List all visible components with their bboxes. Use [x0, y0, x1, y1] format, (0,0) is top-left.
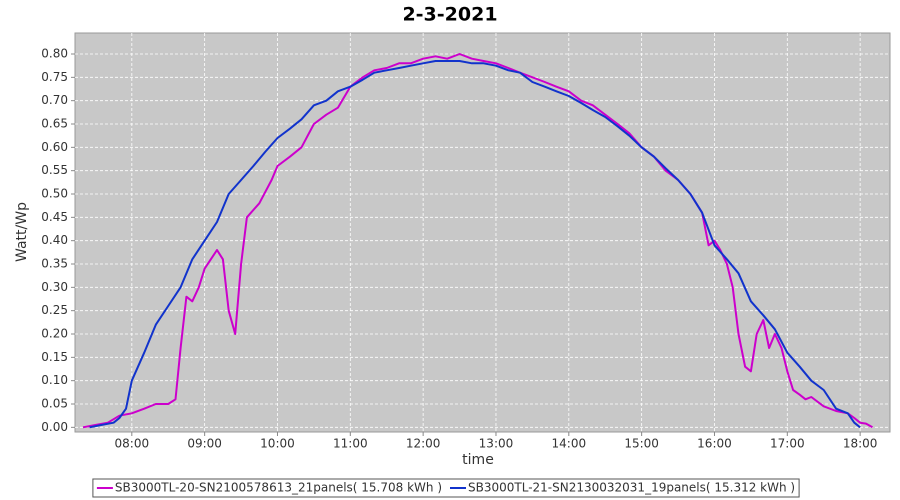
- x-axis-label: time: [462, 452, 494, 468]
- x-tick-label: 12:00: [406, 437, 441, 451]
- x-tick-label: 17:00: [770, 437, 805, 451]
- y-tick-label: 0.40: [41, 233, 68, 247]
- y-tick-label: 0.65: [41, 117, 68, 131]
- y-tick-label: 0.75: [41, 70, 68, 84]
- y-tick-label: 0.25: [41, 303, 68, 317]
- series-line: [82, 53, 873, 429]
- y-tick-label: 0.10: [41, 373, 68, 387]
- chart-title: 2-3-2021: [402, 4, 497, 26]
- y-tick-label: 0.55: [41, 163, 68, 177]
- y-tick-label: 0.50: [41, 187, 68, 201]
- series-line: [89, 60, 861, 429]
- x-tick-label: 14:00: [552, 437, 587, 451]
- x-tick-label: 16:00: [697, 437, 732, 451]
- y-tick-label: 0.70: [41, 93, 68, 107]
- x-tick-label: 13:00: [479, 437, 514, 451]
- y-tick-label: 0.30: [41, 280, 68, 294]
- x-tick-label: 11:00: [333, 437, 368, 451]
- y-tick-label: 0.80: [41, 47, 68, 61]
- legend-label: SB3000TL-21-SN2130032031_19panels( 15.31…: [468, 481, 795, 495]
- y-axis-label: Watt/Wp: [14, 202, 30, 262]
- legend: SB3000TL-20-SN2100578613_21panels( 15.70…: [92, 478, 800, 498]
- y-tick-label: 0.60: [41, 140, 68, 154]
- y-tick-label: 0.15: [41, 350, 68, 364]
- plot-area: [74, 32, 891, 433]
- x-tick-label: 15:00: [624, 437, 659, 451]
- x-tick-label: 09:00: [187, 437, 222, 451]
- y-tick-label: 0.05: [41, 397, 68, 411]
- legend-label: SB3000TL-20-SN2100578613_21panels( 15.70…: [115, 481, 442, 495]
- y-tick-label: 0.00: [41, 420, 68, 434]
- y-tick-label: 0.20: [41, 327, 68, 341]
- legend-box: [92, 478, 800, 498]
- x-tick-label: 18:00: [843, 437, 878, 451]
- y-tick-label: 0.45: [41, 210, 68, 224]
- x-tick-label: 08:00: [115, 437, 150, 451]
- x-tick-label: 10:00: [260, 437, 295, 451]
- y-tick-label: 0.35: [41, 257, 68, 271]
